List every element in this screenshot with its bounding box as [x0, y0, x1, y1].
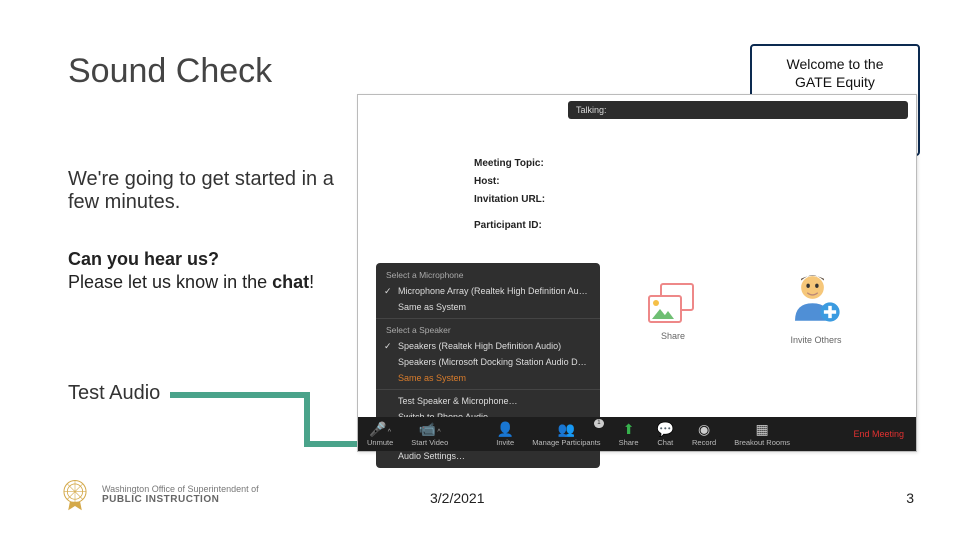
chat-word: chat	[272, 272, 309, 292]
menu-item-speaker[interactable]: Same as System	[376, 370, 600, 386]
question-text: Can you hear us?	[68, 249, 219, 269]
org-small-text: Washington Office of Superintendent of	[102, 484, 259, 495]
ospi-seal-icon	[58, 478, 92, 512]
share-label: Share	[648, 331, 698, 341]
callout-line: GATE Equity	[795, 74, 875, 90]
chat-label: Chat	[657, 438, 673, 447]
participants-label: Manage Participants	[532, 438, 600, 447]
menu-item-test-audio[interactable]: Test Speaker & Microphone…	[376, 393, 600, 409]
meeting-url-label: Invitation URL:	[474, 191, 545, 209]
footer-page-number: 3	[906, 490, 914, 506]
video-icon: 📹^	[419, 422, 441, 436]
end-meeting-button[interactable]: End Meeting	[841, 429, 916, 439]
menu-item-mic[interactable]: Microphone Array (Realtek High Definitio…	[376, 283, 600, 299]
excl: !	[309, 272, 314, 292]
invite-others-tile[interactable]: Invite Others	[788, 270, 844, 345]
record-label: Record	[692, 438, 716, 447]
slide-subtitle: We're going to get started in a few minu…	[68, 168, 348, 214]
menu-header-mic: Select a Microphone	[376, 267, 600, 283]
video-label: Start Video	[411, 438, 448, 447]
org-big-text: PUBLIC INSTRUCTION	[102, 494, 259, 506]
record-button[interactable]: ◉ Record	[683, 417, 725, 451]
menu-item-speaker[interactable]: Speakers (Microsoft Docking Station Audi…	[376, 354, 600, 370]
person-add-icon	[788, 270, 844, 326]
participants-badge: 1	[594, 419, 603, 428]
test-audio-label: Test Audio	[68, 382, 160, 405]
slide-title: Sound Check	[68, 52, 272, 91]
participants-button[interactable]: 1 👥 Manage Participants	[523, 417, 609, 451]
menu-header-speaker: Select a Speaker	[376, 322, 600, 338]
connector-line	[170, 392, 310, 398]
meeting-host-label: Host:	[474, 173, 545, 191]
connector-line	[304, 392, 310, 447]
zoom-screenshot: Talking: Meeting Topic: Host: Invitation…	[357, 94, 917, 452]
body-text: Can you hear us? Please let us know in t…	[68, 248, 358, 295]
participant-id-label: Participant ID:	[474, 217, 545, 235]
breakout-button[interactable]: ▦ Breakout Rooms	[725, 417, 799, 451]
menu-item-speaker[interactable]: Speakers (Realtek High Definition Audio)	[376, 338, 600, 354]
menu-item-mic[interactable]: Same as System	[376, 299, 600, 315]
invite-icon: 👤	[497, 422, 514, 436]
record-icon: ◉	[698, 422, 710, 436]
meeting-topic-label: Meeting Topic:	[474, 155, 545, 173]
invite-label: Invite	[496, 438, 514, 447]
chat-button[interactable]: 💬 Chat	[648, 417, 683, 451]
footer-logo: Washington Office of Superintendent of P…	[58, 478, 259, 512]
breakout-label: Breakout Rooms	[734, 438, 790, 447]
chat-icon: 💬	[657, 422, 674, 436]
meeting-info: Meeting Topic: Host: Invitation URL: Par…	[474, 155, 545, 235]
unmute-label: Unmute	[367, 438, 393, 447]
share-screen-icon: ⬆	[623, 422, 635, 436]
share-label: Share	[619, 438, 639, 447]
zoom-toolbar: 🎤^ Unmute 📹^ Start Video 👤 Invite 1 👥 Ma…	[358, 417, 916, 451]
mic-icon: 🎤^	[369, 422, 391, 436]
start-video-button[interactable]: 📹^ Start Video	[402, 417, 457, 451]
breakout-icon: ▦	[756, 422, 769, 436]
invite-button[interactable]: 👤 Invite	[487, 417, 523, 451]
footer-date: 3/2/2021	[430, 490, 485, 506]
participants-icon: 👥	[558, 422, 575, 436]
share-tile[interactable]: Share	[648, 283, 698, 341]
talking-bar: Talking:	[568, 101, 908, 119]
menu-divider	[376, 318, 600, 319]
invite-others-label: Invite Others	[788, 335, 844, 345]
share-button[interactable]: ⬆ Share	[610, 417, 648, 451]
instruction-text: Please let us know in the	[68, 272, 272, 292]
share-icon	[648, 283, 698, 327]
unmute-button[interactable]: 🎤^ Unmute	[358, 417, 402, 451]
menu-divider	[376, 389, 600, 390]
callout-line: Welcome to the	[786, 56, 883, 72]
